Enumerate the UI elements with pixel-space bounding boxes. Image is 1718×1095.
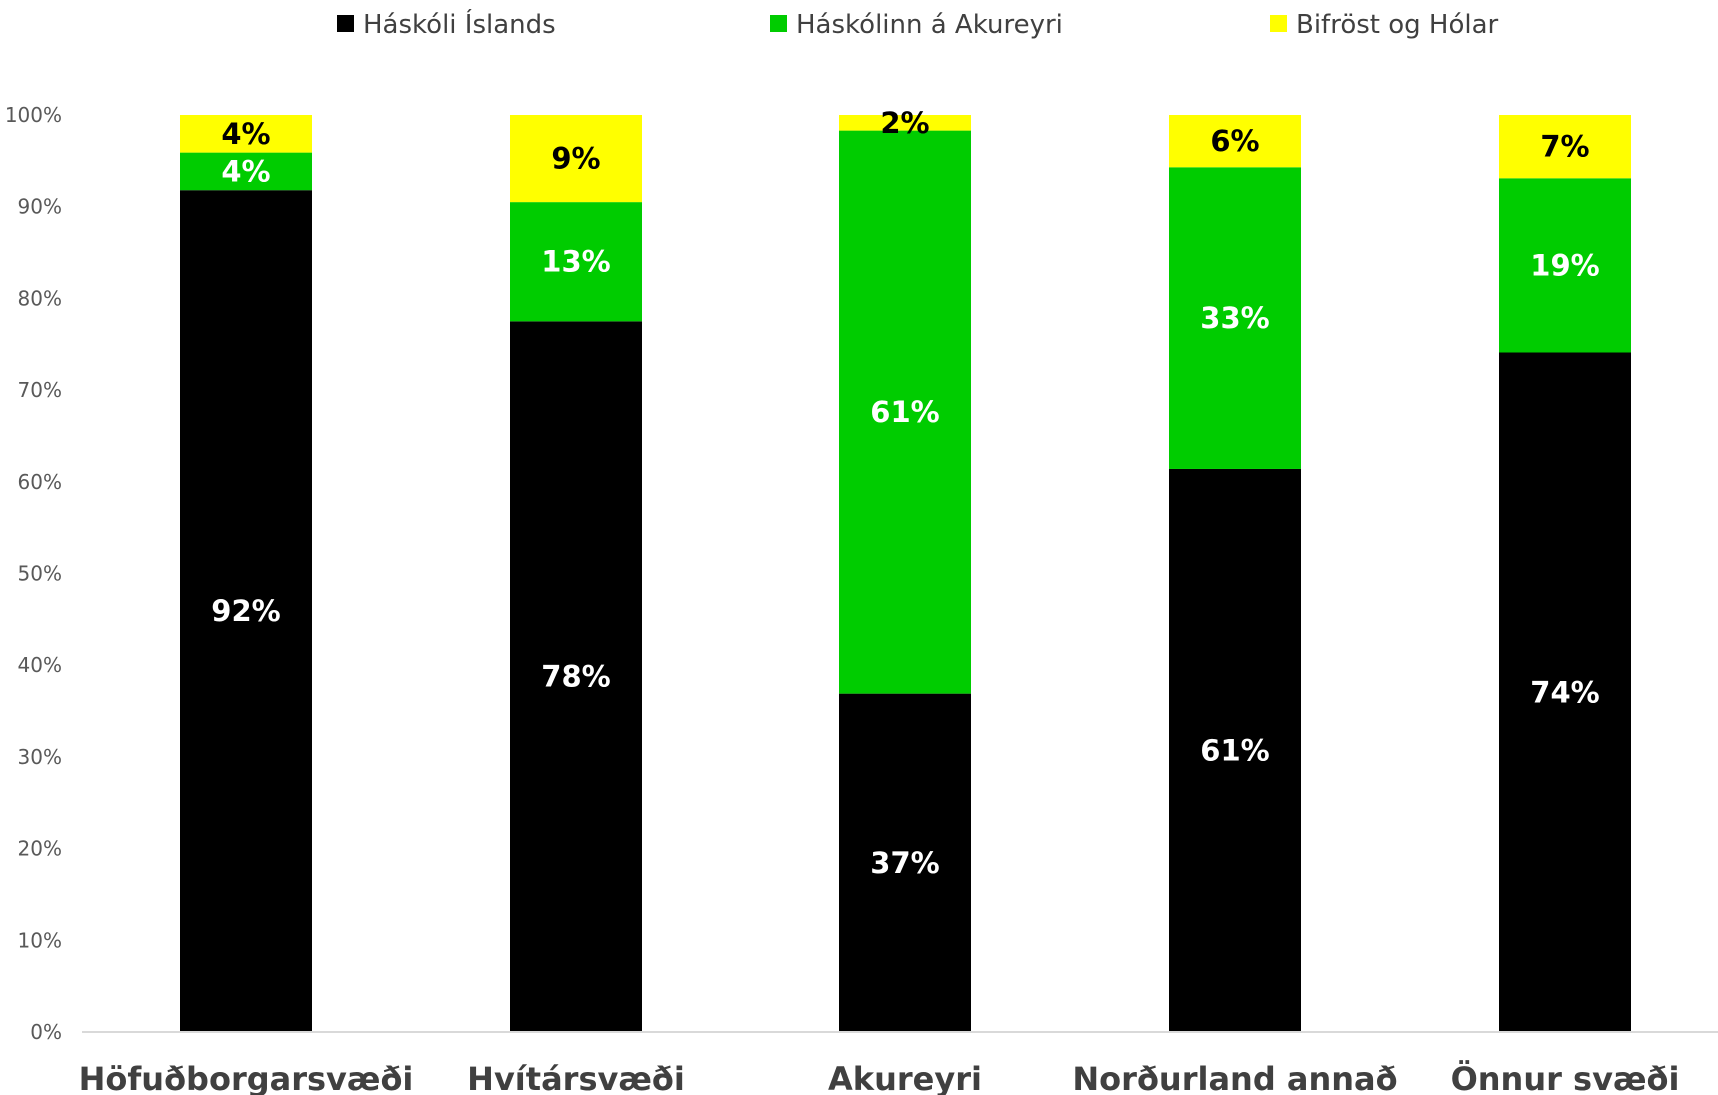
bar-segment-haskoli-islands [839, 693, 971, 1032]
bars: 92% 4%4% 78% 13% 9% 37% 61% 2% 61% 33% 6% 74% 19% 7% [180, 106, 1631, 1033]
legend-swatch-bifrost-og-holar [1270, 15, 1287, 32]
legend: Háskóli Íslands Háskólinn á Akureyri Bifrö… [337, 8, 1499, 40]
y-tick-label: 20% [18, 837, 62, 861]
bar-segment-haskolinn-a-akureyri [839, 130, 971, 694]
bar-segment-bifrost-og-holar [510, 115, 642, 203]
data-label-haskolinn-a-akureyri: 33% [1200, 301, 1269, 335]
x-axis: Höfuðborgarsvæði Hvítársvæði Akureyri Norðu… [79, 1060, 1680, 1095]
data-label-haskoli-islands: 92% [211, 594, 280, 628]
bar-stack-hofu-borgarsv-i: 92% 4%4% [180, 115, 312, 1033]
data-label-bifrost-og-holar: 4% [221, 117, 270, 151]
y-tick-label: 0% [30, 1020, 62, 1044]
data-label-haskolinn-a-akureyri: 19% [1530, 248, 1599, 282]
data-label-haskoli-islands: 74% [1530, 675, 1599, 709]
legend-swatch-haskoli-islands [337, 15, 354, 32]
data-label-haskoli-islands: 78% [541, 660, 610, 694]
bar-stack-nor-urland-anna: 61% 33% 6% [1169, 115, 1301, 1032]
bar-segment-bifrost-og-holar [180, 115, 312, 153]
bar-segment-haskolinn-a-akureyri [180, 152, 312, 191]
bar-segment-bifrost-og-holar [1499, 115, 1631, 179]
data-label-bifrost-og-holar: 2% [880, 106, 929, 140]
bar-segment-haskolinn-a-akureyri [1169, 167, 1301, 469]
bar-segment-haskoli-islands [180, 190, 312, 1033]
data-label-haskolinn-a-akureyri: 61% [870, 395, 939, 429]
bar-stack-hvitarsv-i: 78% 13% 9% [510, 115, 642, 1032]
y-tick-label: 10% [18, 928, 62, 952]
x-category-label: Akureyri [828, 1060, 982, 1095]
data-label-bifrost-og-holar: 6% [1210, 124, 1259, 158]
y-tick-label: 70% [18, 378, 62, 402]
legend-label-haskolinn-a-akureyri: Háskólinn á Akureyri [796, 10, 1063, 40]
bar-segment-haskoli-islands [1169, 468, 1301, 1032]
y-tick-label: 30% [18, 745, 62, 769]
bar-stack-akureyri: 37% 61% 2% [839, 106, 971, 1032]
bar-stack-onnur-sv-i: 74% 19% 7% [1499, 115, 1631, 1032]
x-category-label: Höfuðborgarsvæði [79, 1060, 414, 1095]
bar-segment-haskolinn-a-akureyri [510, 202, 642, 322]
data-label-bifrost-og-holar: 7% [1540, 130, 1589, 164]
bar-segment-bifrost-og-holar [1169, 115, 1301, 168]
y-tick-label: 40% [18, 653, 62, 677]
y-tick-label: 60% [18, 470, 62, 494]
bar-segment-bifrost-og-holar [839, 115, 971, 131]
y-tick-label: 90% [18, 195, 62, 219]
x-category-label: Hvítársvæði [467, 1060, 685, 1095]
data-label-haskolinn-a-akureyri: 4% [221, 154, 270, 188]
bar-segment-haskoli-islands [510, 321, 642, 1032]
y-axis: 0% 10% 20% 30% 40% 50% 60% 70% 80% 90% 100% [5, 103, 62, 1044]
bar-segment-haskolinn-a-akureyri [1499, 178, 1631, 353]
y-tick-label: 80% [18, 286, 62, 310]
data-label-haskolinn-a-akureyri: 13% [541, 245, 610, 279]
y-tick-label: 50% [18, 562, 62, 586]
data-label-haskoli-islands: 37% [870, 846, 939, 880]
legend-label-bifrost-og-holar: Bifröst og Hólar [1296, 10, 1499, 40]
y-tick-label: 100% [5, 103, 62, 127]
legend-label-haskoli-islands: Háskóli Íslands [363, 8, 556, 40]
bar-segment-haskoli-islands [1499, 352, 1631, 1032]
data-label-haskoli-islands: 61% [1200, 733, 1269, 767]
x-category-label: Norðurland annað [1072, 1060, 1397, 1095]
x-category-label: Önnur svæði [1451, 1060, 1680, 1095]
legend-swatch-haskolinn-a-akureyri [770, 15, 787, 32]
data-label-bifrost-og-holar: 9% [551, 142, 600, 176]
